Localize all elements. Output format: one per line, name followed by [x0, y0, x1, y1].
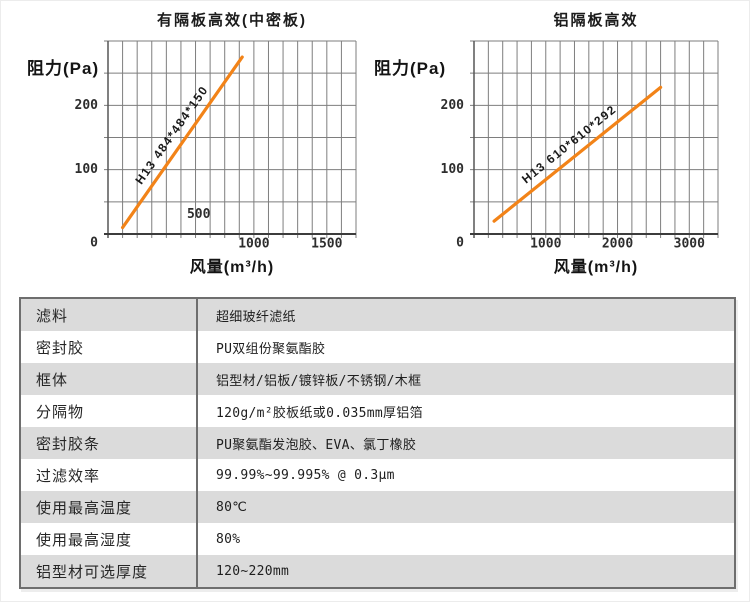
spec-value: 铝型材/铝板/镀锌板/不锈钢/木框 — [196, 363, 734, 395]
table-row: 铝型材可选厚度 120~220mm — [21, 555, 734, 587]
x-tick-label-inside: 500 — [187, 207, 211, 222]
y-tick-label: 200 — [441, 98, 465, 113]
y-tick-label: 0 — [90, 236, 98, 251]
series-line — [492, 85, 663, 223]
series-label: H13 610*610*292 — [519, 102, 619, 186]
chart-title: 有隔板高效(中密板) — [157, 12, 307, 29]
y-tick-label: 0 — [456, 236, 464, 251]
spec-value: 80% — [196, 523, 734, 555]
spec-table: 滤料 超细玻纤滤纸 密封胶 PU双组份聚氨酯胶 框体 铝型材/铝板/镀锌板/不锈钢/木框分… — [19, 297, 736, 589]
table-row: 滤料 超细玻纤滤纸 — [21, 299, 734, 331]
x-tick-label: 1500 — [311, 237, 342, 252]
spec-label: 密封胶 — [36, 339, 85, 357]
table-row: 密封胶条 PU聚氨酯发泡胶、EVA、氯丁橡胶 — [21, 427, 734, 459]
table-row: 使用最高湿度 80% — [21, 523, 734, 555]
y-axis-label: 阻力(Pa) — [374, 59, 447, 78]
spec-label: 过滤效率 — [36, 467, 101, 485]
x-tick-label: 2000 — [602, 237, 633, 252]
table-row: 框体 铝型材/铝板/镀锌板/不锈钢/木框 — [21, 363, 734, 395]
y-tick-label: 200 — [75, 98, 99, 113]
spec-label: 密封胶条 — [36, 435, 101, 453]
spec-value: 80℃ — [196, 491, 734, 523]
x-axis-label: 风量(m³/h) — [553, 259, 639, 276]
x-tick-label: 1000 — [530, 237, 561, 252]
spec-value: 120g/m²胶板纸或0.035mm厚铝箔 — [196, 395, 734, 427]
table-row: 过滤效率 99.99%~99.995% @ 0.3μm — [21, 459, 734, 491]
y-tick-label: 100 — [75, 162, 99, 177]
spec-value: PU双组份聚氨酯胶 — [196, 331, 734, 363]
chart-title: 铝隔板高效 — [553, 12, 639, 29]
spec-value: 99.99%~99.995% @ 0.3μm — [196, 459, 734, 491]
spec-value: PU聚氨酯发泡胶、EVA、氯丁橡胶 — [196, 427, 734, 459]
y-axis-label: 阻力(Pa) — [27, 59, 100, 78]
plot-area: 0 100 200 500 1000 1500 H13 484*484*150 — [75, 40, 357, 252]
spec-label: 铝型材可选厚度 — [36, 563, 149, 581]
chart-left-separator-hepa: 有隔板高效(中密板) 阻力(Pa) 0 100 200 500 1000 1500 H13 … — [1, 1, 376, 291]
series-line — [120, 55, 244, 230]
spec-label: 分隔物 — [36, 403, 85, 421]
spec-value: 超细玻纤滤纸 — [196, 299, 734, 331]
table-row: 密封胶 PU双组份聚氨酯胶 — [21, 331, 734, 363]
table-row: 分隔物 120g/m²胶板纸或0.035mm厚铝箔 — [21, 395, 734, 427]
spec-label: 滤料 — [36, 307, 69, 325]
spec-label: 框体 — [36, 371, 69, 389]
table-row: 使用最高温度 80℃ — [21, 491, 734, 523]
series-label: H13 484*484*150 — [132, 83, 211, 187]
spec-label: 使用最高湿度 — [36, 531, 133, 549]
plot-area: 0 100 200 1000 2000 3000 H13 610*610*292 — [441, 40, 719, 252]
x-axis-label: 风量(m³/h) — [189, 259, 275, 276]
y-tick-label: 100 — [441, 162, 465, 177]
spec-label: 使用最高温度 — [36, 499, 133, 517]
spec-value: 120~220mm — [196, 555, 734, 587]
x-tick-label: 3000 — [674, 237, 705, 252]
x-tick-label: 1000 — [238, 237, 269, 252]
chart-right-aluminum-separator-hepa: 铝隔板高效 阻力(Pa) 0 100 200 1000 2000 3000 H13 610*… — [367, 1, 749, 291]
